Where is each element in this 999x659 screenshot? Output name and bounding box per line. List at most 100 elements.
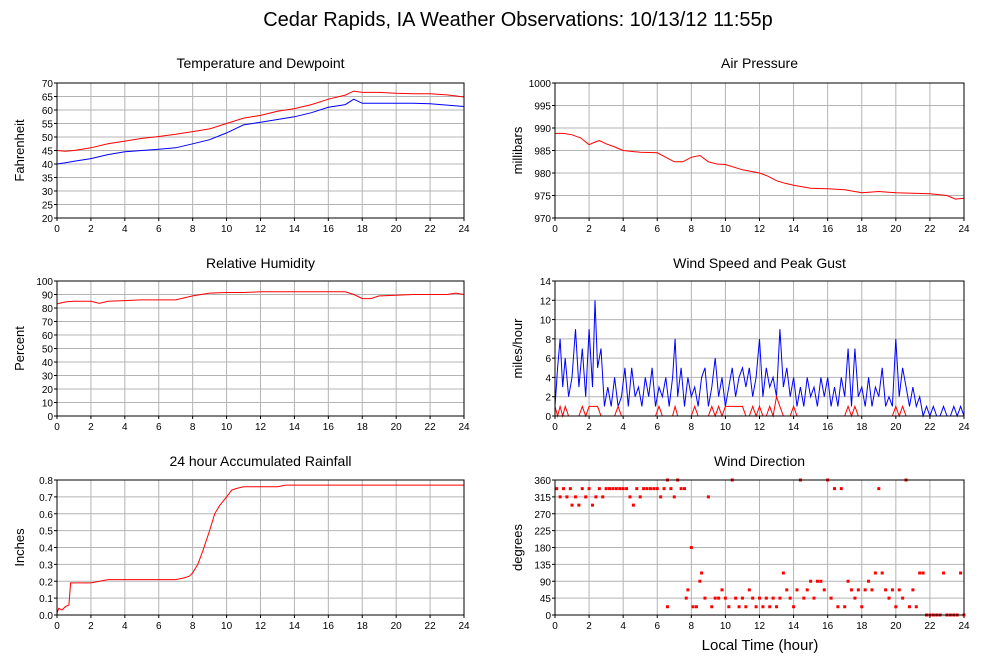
y-tick-label: 315: [534, 493, 551, 504]
data-point: [573, 495, 577, 499]
data-point: [638, 495, 642, 499]
x-tick-label: 0: [552, 224, 558, 235]
y-tick-label: 70: [42, 79, 54, 90]
data-point: [608, 487, 612, 491]
data-point: [815, 579, 819, 583]
data-point: [655, 487, 659, 491]
x-tick-label: 4: [122, 224, 128, 235]
y-tick-label: 90: [42, 291, 54, 302]
y-tick-label: 50: [42, 133, 54, 144]
data-point: [873, 571, 877, 575]
data-point: [635, 487, 639, 491]
x-tick-label: 2: [586, 422, 592, 433]
x-tick-label: 4: [122, 422, 128, 433]
data-point: [720, 588, 724, 592]
series-line: [554, 300, 965, 418]
plot-frame: [56, 479, 465, 616]
data-point: [652, 487, 656, 491]
y-tick-label: 30: [42, 372, 54, 383]
x-tick-label: 12: [255, 621, 267, 632]
x-tick-label: 6: [156, 422, 162, 433]
x-tick-label: 2: [88, 422, 94, 433]
data-point: [959, 571, 963, 575]
panel-title: 24 hour Accumulated Rainfall: [169, 453, 351, 469]
data-point: [700, 571, 704, 575]
data-point: [747, 588, 751, 592]
x-tick-label: 2: [586, 621, 592, 632]
y-tick-label: 20: [42, 214, 54, 225]
x-tick-label: 6: [654, 621, 660, 632]
data-point: [914, 605, 918, 609]
data-point: [565, 495, 569, 499]
plot-frame: [56, 82, 465, 219]
x-tick-label: 10: [720, 422, 732, 433]
data-point: [792, 605, 796, 609]
data-point: [781, 571, 785, 575]
y-tick-label: 80: [42, 304, 54, 315]
x-tick-label: 20: [391, 621, 403, 632]
data-point: [698, 579, 702, 583]
x-tick-label: 20: [890, 621, 902, 632]
x-tick-label: 20: [391, 422, 403, 433]
series-line: [56, 291, 465, 305]
x-tick-label: 24: [458, 621, 470, 632]
y-tick-label: 975: [534, 192, 551, 203]
y-tick-label: 30: [42, 187, 54, 198]
x-tick-label: 22: [924, 224, 936, 235]
x-tick-label: 14: [289, 422, 301, 433]
x-tick-label: 16: [323, 224, 335, 235]
y-tick-label: 4: [545, 373, 551, 384]
y-tick-label: 0: [545, 611, 551, 622]
data-point: [628, 495, 632, 499]
data-point: [863, 588, 867, 592]
data-point: [785, 588, 789, 592]
data-point: [618, 487, 622, 491]
data-point: [683, 487, 687, 491]
x-tick-label: 24: [958, 621, 970, 632]
data-point: [587, 487, 591, 491]
x-tick-label: 12: [255, 224, 267, 235]
data-point: [562, 487, 566, 491]
data-point: [590, 503, 594, 507]
data-point: [870, 588, 874, 592]
y-tick-label: 0.7: [39, 493, 53, 504]
y-tick-label: 0.8: [39, 476, 53, 487]
x-tick-label: 24: [458, 422, 470, 433]
y-tick-label: 0.2: [39, 577, 53, 588]
data-point: [809, 579, 813, 583]
y-tick-label: 985: [534, 147, 551, 158]
data-point: [648, 487, 652, 491]
x-tick-label: 14: [788, 224, 800, 235]
data-point: [727, 605, 731, 609]
y-axis-label: Fahrenheit: [12, 119, 27, 182]
x-tick-label: 6: [156, 621, 162, 632]
x-tick-label: 14: [788, 621, 800, 632]
data-point: [691, 605, 695, 609]
data-point: [662, 487, 666, 491]
x-tick-label: 22: [425, 224, 437, 235]
x-tick-label: 4: [620, 224, 626, 235]
data-point: [744, 605, 748, 609]
data-point: [713, 596, 717, 600]
x-tick-label: 10: [221, 621, 233, 632]
y-tick-label: 100: [36, 277, 53, 288]
y-tick-label: 14: [540, 277, 552, 288]
y-tick-label: 180: [534, 544, 551, 555]
x-tick-label: 0: [54, 224, 60, 235]
y-tick-label: 60: [42, 106, 54, 117]
x-tick-label: 16: [323, 621, 335, 632]
data-point: [734, 596, 738, 600]
series-line: [56, 98, 465, 165]
y-axis-label: Inches: [12, 528, 27, 567]
x-tick-label: 2: [88, 621, 94, 632]
data-point: [897, 588, 901, 592]
x-tick-label: 4: [122, 621, 128, 632]
y-tick-label: 55: [42, 120, 54, 131]
x-tick-label: 0: [552, 621, 558, 632]
y-tick-label: 12: [540, 296, 552, 307]
data-point: [751, 596, 755, 600]
